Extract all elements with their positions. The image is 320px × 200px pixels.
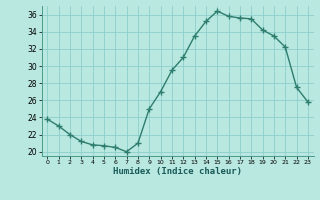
X-axis label: Humidex (Indice chaleur): Humidex (Indice chaleur) [113, 167, 242, 176]
